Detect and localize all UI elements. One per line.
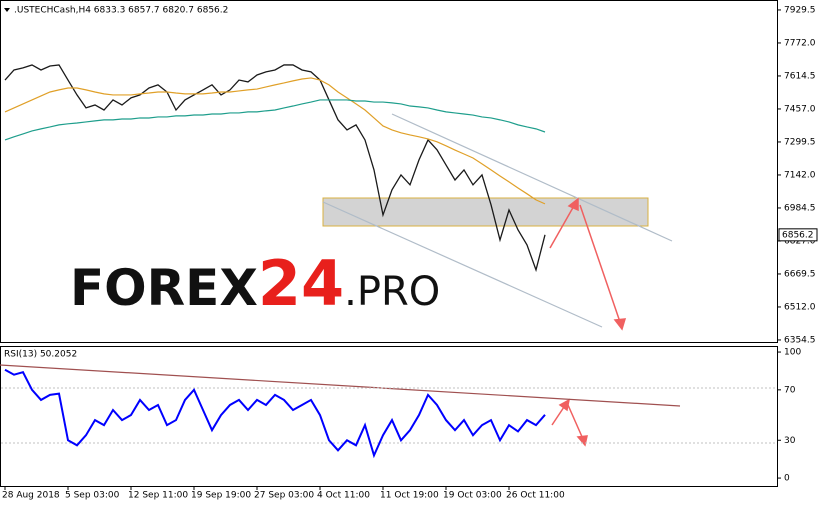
rsi-panel-frame bbox=[0, 346, 778, 487]
x-tick-label: 28 Aug 2018 bbox=[2, 491, 60, 501]
price-tag bbox=[778, 228, 818, 242]
y-tick-label: 7142.0 bbox=[784, 170, 816, 180]
arrow-head bbox=[576, 435, 588, 447]
y-tick-label: 7929.5 bbox=[784, 5, 816, 15]
y-tick-label: 30 bbox=[784, 436, 796, 446]
y-tick-label: 70 bbox=[784, 385, 796, 395]
rsi-arrow-down bbox=[567, 404, 584, 440]
arrow-head bbox=[567, 197, 579, 212]
data-line bbox=[4, 64, 546, 273]
x-tick-label: 26 Oct 11:00 bbox=[506, 491, 565, 501]
y-tick-label: 6984.5 bbox=[784, 203, 816, 213]
data-line bbox=[4, 368, 546, 459]
x-tick-label: 19 Oct 03:00 bbox=[443, 491, 502, 501]
price-panel-frame bbox=[0, 0, 778, 343]
logo-text: FOREX24.PRO bbox=[70, 247, 440, 320]
rsi-trendline bbox=[0, 364, 681, 407]
price-tag-label: 6856.2 bbox=[782, 230, 814, 240]
y-tick-label: 7614.5 bbox=[784, 71, 816, 81]
y-tick-label: 0 bbox=[784, 474, 790, 484]
x-tick-label: 5 Sep 03:00 bbox=[65, 491, 120, 501]
y-tick-label: 7772.0 bbox=[784, 38, 816, 48]
logo-part: 24 bbox=[258, 247, 344, 320]
x-tick-label: 19 Sep 19:00 bbox=[191, 491, 251, 501]
menu-triangle bbox=[4, 8, 10, 12]
arrow-down bbox=[579, 204, 621, 323]
data-line bbox=[4, 77, 546, 205]
y-tick-label: 7457.0 bbox=[784, 104, 816, 114]
channel-bottom bbox=[322, 201, 603, 328]
x-tick-label: 11 Oct 19:00 bbox=[380, 491, 439, 501]
chart-title: .USTECHCash,H4 6833.3 6857.7 6820.7 6856… bbox=[14, 6, 228, 16]
y-tick-label: 6669.5 bbox=[784, 269, 816, 279]
arrow-head bbox=[613, 318, 627, 331]
y-tick-label: 6512.0 bbox=[784, 302, 816, 312]
y-tick-label: 6354.5 bbox=[784, 335, 816, 345]
rsi-title: RSI(13) 50.2052 bbox=[4, 350, 77, 360]
logo-part: FOREX bbox=[70, 259, 258, 317]
y-tick-label: 6827.0 bbox=[784, 236, 816, 246]
forecast-arrows bbox=[549, 197, 627, 447]
y-tick-label: 7299.5 bbox=[784, 137, 816, 147]
channel-top bbox=[391, 113, 673, 242]
x-tick-label: 12 Sep 11:00 bbox=[128, 491, 188, 501]
x-tick-label: 27 Sep 03:00 bbox=[254, 491, 314, 501]
x-tick-label: 4 Oct 11:00 bbox=[317, 491, 370, 501]
logo-part: .PRO bbox=[344, 269, 440, 315]
resistance-zone bbox=[322, 197, 649, 227]
arrow-up bbox=[549, 203, 576, 249]
y-tick-label: 100 bbox=[784, 348, 801, 358]
data-line bbox=[4, 99, 546, 141]
